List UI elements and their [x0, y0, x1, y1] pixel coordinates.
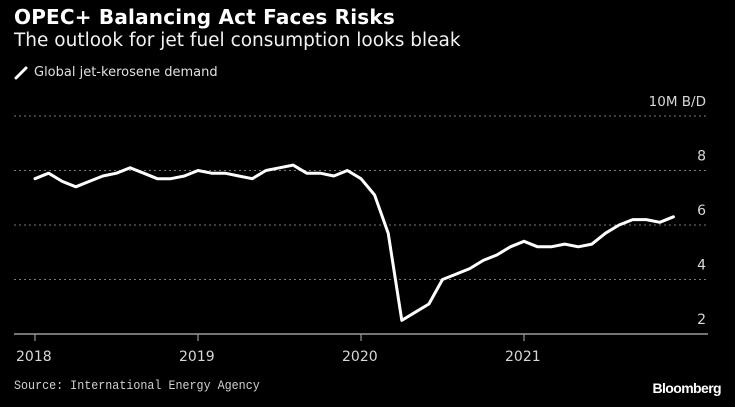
x-tick-label: 2019	[179, 349, 215, 365]
y-tick-label: 6	[697, 203, 706, 219]
x-tick-label: 2018	[16, 349, 52, 365]
y-tick-label: 8	[697, 149, 706, 165]
x-axis: 2018 2019 2020 2021	[14, 333, 708, 365]
series-line-jet-kerosene-demand	[33, 163, 675, 322]
chart-subtitle: The outlook for jet fuel consumption loo…	[14, 30, 461, 51]
x-tick-label: 2021	[505, 349, 541, 365]
legend-label: Global jet-kerosene demand	[34, 65, 218, 80]
line-legend-icon	[14, 66, 28, 79]
y-axis-labels: 2 4 6 8 10M B/D	[649, 94, 706, 328]
bloomberg-logo: Bloomberg	[652, 380, 722, 396]
y-tick-label: 2	[697, 312, 706, 328]
source-note: Source: International Energy Agency	[14, 378, 260, 393]
y-tick-label: 10M B/D	[649, 94, 706, 110]
legend: Global jet-kerosene demand	[14, 65, 218, 80]
chart-title: OPEC+ Balancing Act Faces Risks	[14, 5, 395, 29]
x-tick-label: 2020	[342, 349, 378, 365]
gridlines	[14, 115, 708, 280]
y-tick-label: 4	[697, 258, 706, 274]
series-lines	[33, 163, 675, 322]
